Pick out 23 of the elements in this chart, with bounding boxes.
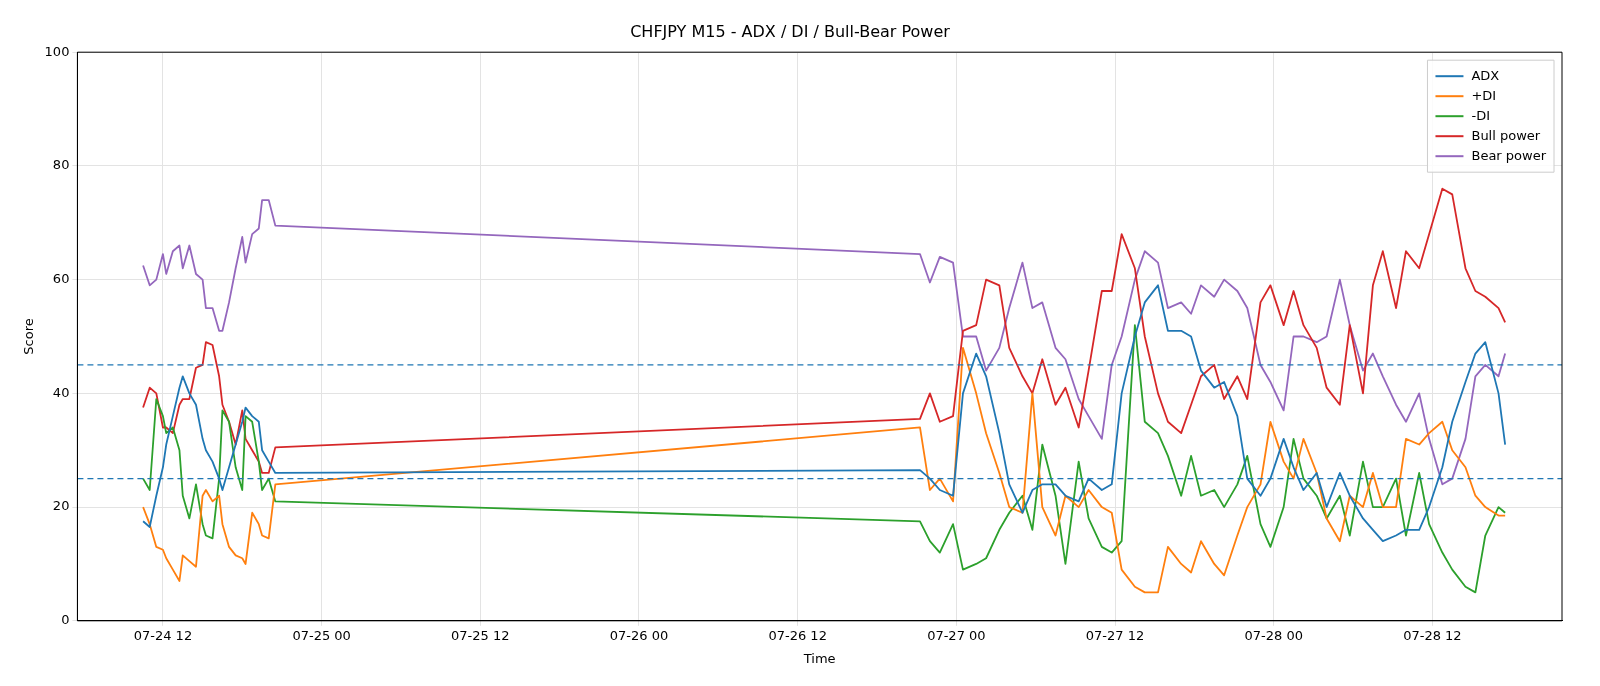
y-axis-title: Score — [21, 318, 37, 355]
y-tick-label: 100 — [44, 43, 70, 59]
x-tick-label: 07-27 00 — [927, 627, 986, 643]
y-tick-label: 40 — [52, 384, 70, 400]
x-tick-label: 07-26 12 — [768, 627, 827, 643]
x-tick-label: 07-25 00 — [292, 627, 351, 643]
x-tick-label: 07-27 12 — [1085, 627, 1145, 643]
legend-label: Bull power — [1471, 127, 1541, 143]
x-tick-label: 07-28 00 — [1244, 627, 1303, 643]
legend-label: +DI — [1471, 87, 1497, 103]
x-tick-label: 07-26 00 — [609, 627, 669, 643]
y-tick-label: 60 — [52, 271, 70, 287]
legend-label: ADX — [1471, 67, 1500, 83]
chart-title: CHFJPY M15 - ADX / DI / Bull-Bear Power — [630, 21, 951, 41]
legend-label: Bear power — [1471, 147, 1547, 163]
x-tick-label: 07-24 12 — [133, 627, 193, 643]
x-axis-title: Time — [802, 650, 836, 666]
x-tick-label: 07-25 12 — [451, 627, 510, 643]
y-tick-label: 0 — [61, 612, 70, 628]
y-tick-label: 80 — [52, 157, 70, 173]
y-tick-label: 20 — [52, 498, 70, 514]
x-tick-label: 07-28 12 — [1403, 627, 1462, 643]
legend-label: -DI — [1471, 107, 1491, 123]
